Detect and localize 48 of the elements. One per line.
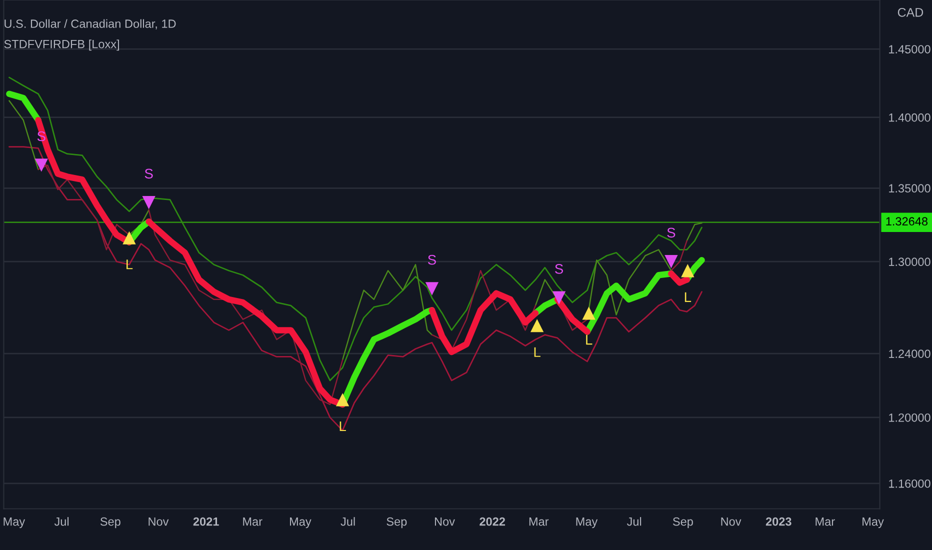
annotation: S	[428, 254, 436, 265]
y-tick-label: 1.30000	[889, 258, 930, 266]
x-tick-label: Sep	[386, 517, 407, 528]
x-tick-label: May	[862, 518, 884, 528]
x-tick-label: 2023	[766, 517, 792, 526]
line-series	[8, 146, 702, 432]
point	[552, 291, 566, 304]
point	[582, 306, 596, 320]
y-axis-title: CAD	[898, 8, 924, 17]
x-tick-label: May	[4, 518, 26, 528]
annotation: L	[586, 335, 592, 345]
x-tick-label: Nov	[434, 518, 455, 526]
ref-line-label: 1.32648	[886, 217, 928, 226]
point	[142, 196, 156, 210]
x-tick-label: 2021	[193, 517, 219, 526]
x-tick-label: Sep	[100, 517, 120, 528]
text: U.S. Dollar / Canadian Dollar, 1D	[4, 19, 176, 30]
text: STDFVFIRDFB [Loxx]	[4, 40, 119, 51]
x-tick-label: Jul	[54, 517, 69, 526]
point	[664, 255, 678, 268]
point	[530, 318, 544, 332]
point	[122, 231, 136, 244]
x-tick-label: Mar	[816, 518, 835, 526]
x-tick-label: May	[576, 518, 598, 528]
y-tick-label: 1.40000	[889, 113, 930, 122]
y-tick-label: 1.45000	[889, 45, 930, 54]
point	[336, 393, 350, 406]
annotation: L	[684, 292, 692, 302]
x-tick-label: Jul	[340, 517, 355, 526]
x-tick-label: Nov	[721, 518, 742, 526]
annotation: S	[555, 264, 564, 274]
point	[425, 282, 439, 296]
x-tick-label: Sep	[672, 517, 693, 528]
x-tick-label: Nov	[148, 518, 169, 526]
point	[681, 264, 694, 278]
x-tick-label: Mar	[243, 518, 262, 526]
x-tick-label: Mar	[529, 518, 549, 526]
x-tick-label: May	[290, 518, 312, 528]
y-tick-label: 1.20000	[889, 413, 930, 422]
annotation: S	[144, 168, 153, 179]
y-tick-label: 1.16000	[889, 479, 930, 488]
annotation: L	[534, 347, 540, 357]
annotation: S	[667, 228, 676, 238]
x-tick-label: Jul	[626, 517, 642, 526]
x-tick-label: 2022	[480, 517, 506, 526]
y-tick-label: 1.35000	[889, 184, 930, 193]
y-tick-label: 1.24000	[889, 350, 930, 358]
point	[34, 158, 48, 172]
